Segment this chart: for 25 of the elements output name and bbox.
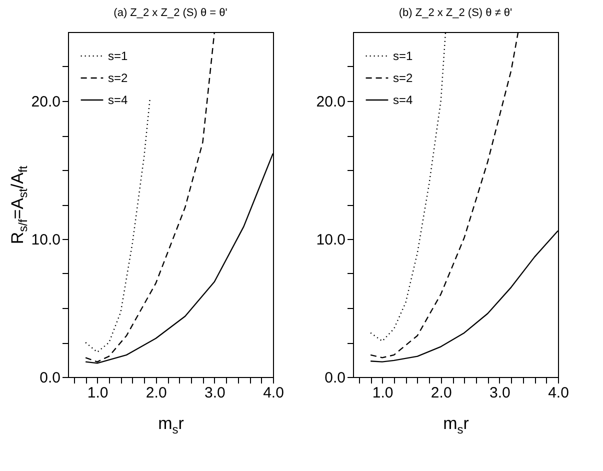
line-series [84,98,151,353]
y-tick-label: 10.0 [316,232,346,248]
y-tick-label: 20.0 [316,94,346,110]
legend-label: s=2 [108,71,128,85]
x-tick-label: 1.0 [372,384,394,402]
chart-title: (a) Z_2 x Z_2 (S) θ = θ' [114,7,228,19]
legend-label: s=2 [393,71,414,85]
x-tick-label: 4.0 [263,384,284,402]
legend-label: s=4 [393,93,414,107]
x-axis-title: m$_{s}$r [443,414,469,436]
y-tick-label: 0.0 [324,370,346,386]
x-tick-label: 4.0 [548,384,569,402]
y-tick-label: 10.0 [31,232,60,248]
x-tick-label: 3.0 [204,384,226,402]
x-tick-label: 3.0 [490,384,510,402]
x-tick-label: 2.0 [146,384,167,402]
legend-label: s=1 [108,49,128,63]
legend-label: s=1 [393,49,414,63]
y-tick-label: 0.0 [40,370,60,386]
x-axis-title: m$_{s}$r [158,414,184,436]
legend-label: s=4 [108,93,128,107]
chart-title: (b) Z_2 x Z_2 (S) θ ≠ θ' [398,7,512,19]
x-tick-label: 1.0 [87,384,108,402]
y-tick-label: 20.0 [31,94,60,110]
x-tick-label: 2.0 [430,384,452,402]
